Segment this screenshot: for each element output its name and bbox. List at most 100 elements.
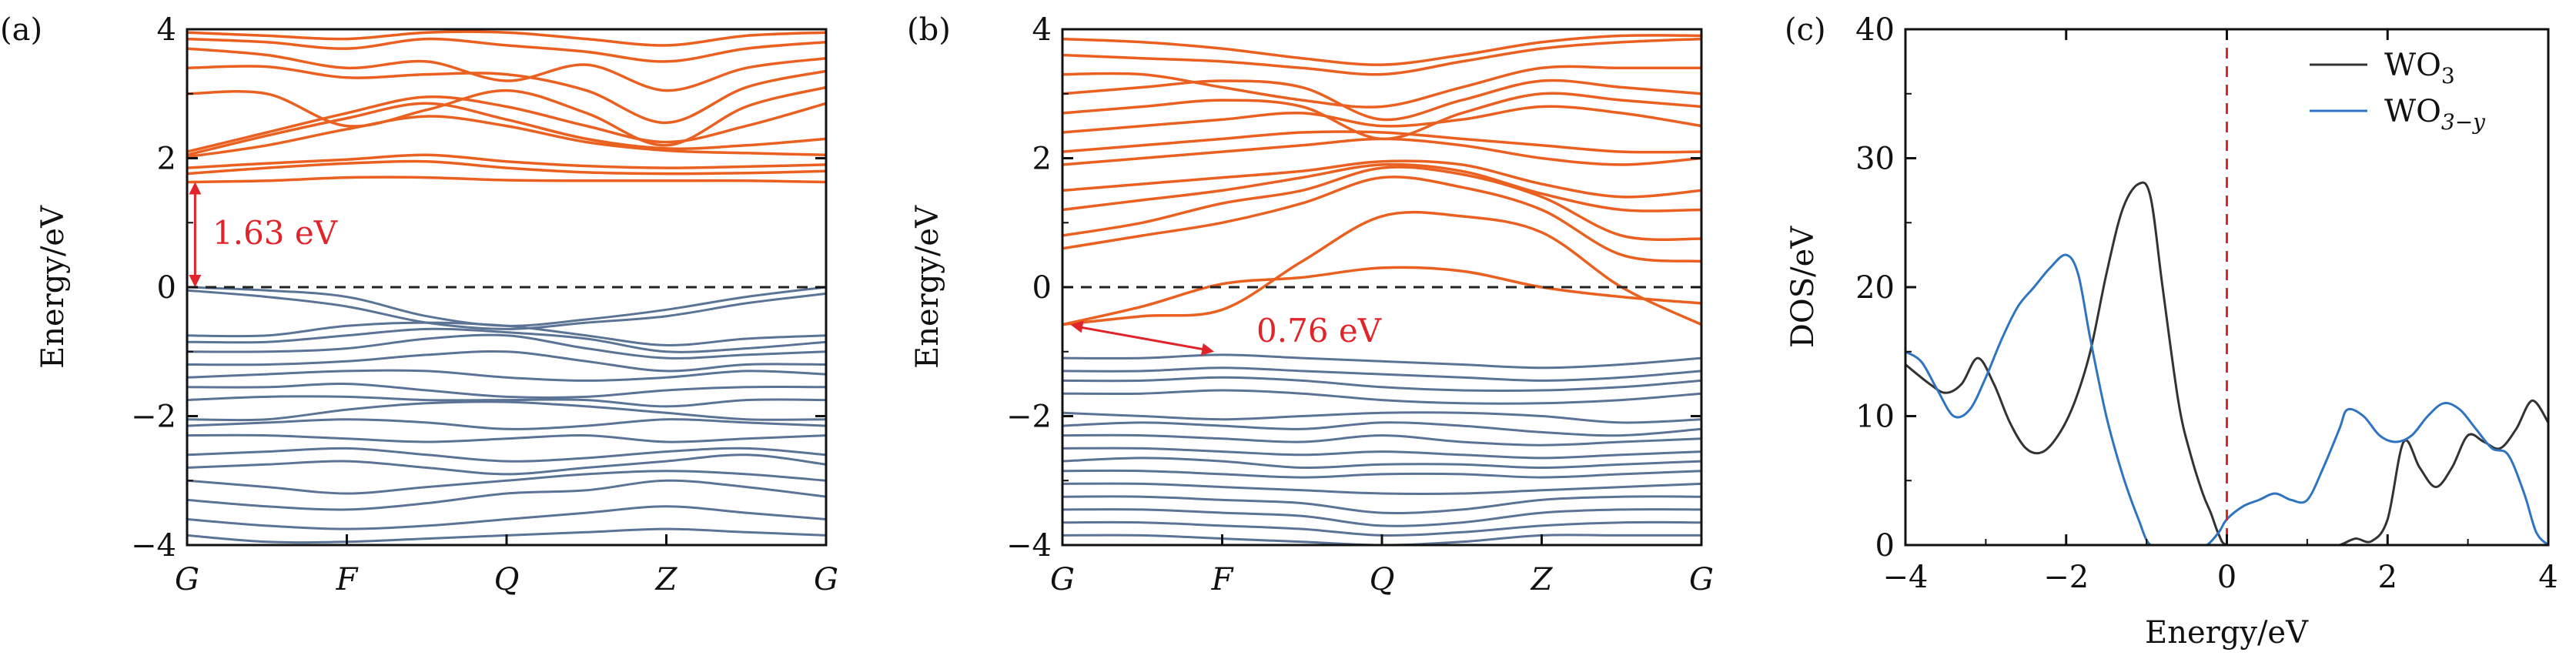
valence-band-a-11 [187, 433, 826, 443]
gap-label-a: 1.63 eV [212, 214, 338, 252]
valence-band-b-8 [1062, 457, 1701, 470]
valence-band-b-0 [1062, 353, 1701, 370]
valence-band-a-12 [187, 447, 826, 463]
conduction-band-a-9 [187, 37, 826, 63]
y-tick-label-c-0: 0 [1875, 528, 1895, 564]
legend: WO3 WO3−y [2310, 48, 2486, 135]
x-ticks-c: −4 −2 0 2 4 [1883, 29, 2558, 595]
conduction-band-a-1 [187, 159, 826, 176]
valence-band-b-5 [1062, 421, 1701, 437]
panel-label-b: (b) [907, 12, 951, 48]
legend-wo3y-sub: 3−y [2441, 109, 2486, 135]
conduction-band-b-0 [1062, 266, 1701, 326]
y-tick-label-a-0: −4 [131, 528, 176, 564]
conduction-band-a-10 [187, 30, 826, 47]
x-axis-label-c: Energy/eV [2145, 615, 2309, 651]
conduction-band-a-7 [187, 65, 826, 125]
y-tick-label-c-1: 10 [1855, 400, 1895, 435]
conduction-band-b-2 [1062, 176, 1701, 263]
y-ticks-c: 0 10 20 30 40 [1855, 12, 1916, 564]
dos-series-0 [1905, 181, 2548, 545]
valence-band-a-16 [187, 505, 826, 530]
y-tick-label-b-1: −2 [1006, 400, 1052, 435]
valence-band-a-6 [187, 369, 826, 382]
x-tick-label-c-2: 0 [2217, 560, 2236, 595]
legend-wo3y-base: WO [2384, 94, 2441, 129]
panel-b-band-structure: (b) Energy/eV 0.76 eV −4 −2 0 2 4 G F Q Z G [907, 12, 1714, 597]
legend-label-wo3y: WO3−y [2384, 94, 2486, 135]
valence-band-a-3 [187, 327, 826, 353]
y-tick-label-b-4: 4 [1032, 12, 1052, 48]
panel-c-dos: (c) DOS/eV Energy/eV 0 10 20 30 40 −4 −2 0 2 4 W… [1785, 12, 2558, 651]
k-label-b-3: Z [1530, 562, 1554, 597]
conduction-band-a-0 [187, 176, 826, 184]
x-tick-label-c-1: −2 [2043, 560, 2089, 595]
conduction-band-b-13 [1062, 34, 1701, 66]
valence-band-a-15 [187, 479, 826, 511]
valence-band-b-2 [1062, 376, 1701, 393]
conduction-band-b-12 [1062, 37, 1701, 76]
conduction-band-a-6 [187, 85, 826, 147]
y-ticks-a: −4 −2 0 2 4 [131, 12, 826, 564]
conduction-band-b-10 [1062, 79, 1701, 122]
k-label-b-0: G [1050, 562, 1075, 597]
x-tick-label-c-0: −4 [1883, 560, 1929, 595]
conduction-band-a-2 [187, 153, 826, 169]
panel-a-band-structure: (a) Energy/eV 1.63 eV −4 −2 0 2 4 G F Q Z G [0, 12, 838, 597]
y-tick-label-c-3: 30 [1855, 142, 1895, 177]
conduction-band-a-8 [187, 47, 826, 92]
y-tick-label-b-2: 0 [1032, 270, 1052, 306]
valence-band-b-1 [1062, 366, 1701, 382]
band-lines-b [1062, 34, 1701, 545]
conduction-band-b-9 [1062, 92, 1701, 141]
conduction-band-a-3 [187, 115, 826, 159]
valence-band-b-4 [1062, 411, 1701, 424]
gap-arrowhead-left-b [1070, 320, 1084, 333]
valence-band-b-14 [1062, 534, 1701, 545]
panel-label-c: (c) [1785, 12, 1826, 48]
y-tick-label-b-3: 2 [1032, 142, 1052, 177]
dos-lines [1905, 181, 2548, 545]
gap-arrow-b [1078, 326, 1204, 351]
y-tick-label-a-4: 4 [157, 12, 176, 48]
y-axis-label-c: DOS/eV [1785, 226, 1821, 348]
y-axis-label-b: Energy/eV [910, 205, 945, 369]
k-label-b-4: G [1689, 562, 1714, 597]
y-tick-label-c-4: 40 [1855, 12, 1895, 48]
k-label-a-3: Z [654, 562, 678, 597]
conduction-band-b-7 [1062, 130, 1701, 154]
conduction-band-a-4 [187, 102, 826, 157]
dos-series-1 [1905, 253, 2548, 545]
panel-label-a: (a) [0, 12, 42, 48]
conduction-band-b-11 [1062, 65, 1701, 109]
conduction-band-b-1 [1062, 210, 1701, 326]
k-label-a-2: Q [494, 562, 520, 597]
valence-band-b-12 [1062, 508, 1701, 527]
y-tick-label-a-3: 2 [157, 142, 176, 177]
valence-band-a-13 [187, 453, 826, 476]
gap-label-b: 0.76 eV [1256, 312, 1382, 350]
y-ticks-b: −4 −2 0 2 4 [1006, 12, 1701, 564]
conduction-band-a-5 [187, 95, 826, 153]
y-tick-label-c-2: 20 [1855, 270, 1895, 306]
valence-band-a-10 [187, 418, 826, 430]
valence-band-a-4 [187, 333, 826, 360]
legend-wo3-base: WO [2384, 48, 2441, 83]
valence-band-a-7 [187, 383, 826, 399]
gap-arrowhead-right-b [1200, 343, 1215, 356]
y-tick-label-b-0: −4 [1006, 528, 1052, 564]
valence-band-b-11 [1062, 495, 1701, 514]
valence-band-b-13 [1062, 520, 1701, 537]
valence-band-a-1 [187, 289, 826, 330]
y-axis-label-a: Energy/eV [35, 205, 71, 369]
conduction-band-b-8 [1062, 105, 1701, 134]
legend-wo3-sub: 3 [2441, 63, 2455, 89]
valence-band-a-14 [187, 470, 826, 495]
valence-band-a-9 [187, 400, 826, 422]
gap-arrowhead-top-a [189, 182, 202, 195]
k-label-a-4: G [814, 562, 838, 597]
valence-band-b-7 [1062, 447, 1701, 460]
y-tick-label-a-2: 0 [157, 270, 176, 306]
